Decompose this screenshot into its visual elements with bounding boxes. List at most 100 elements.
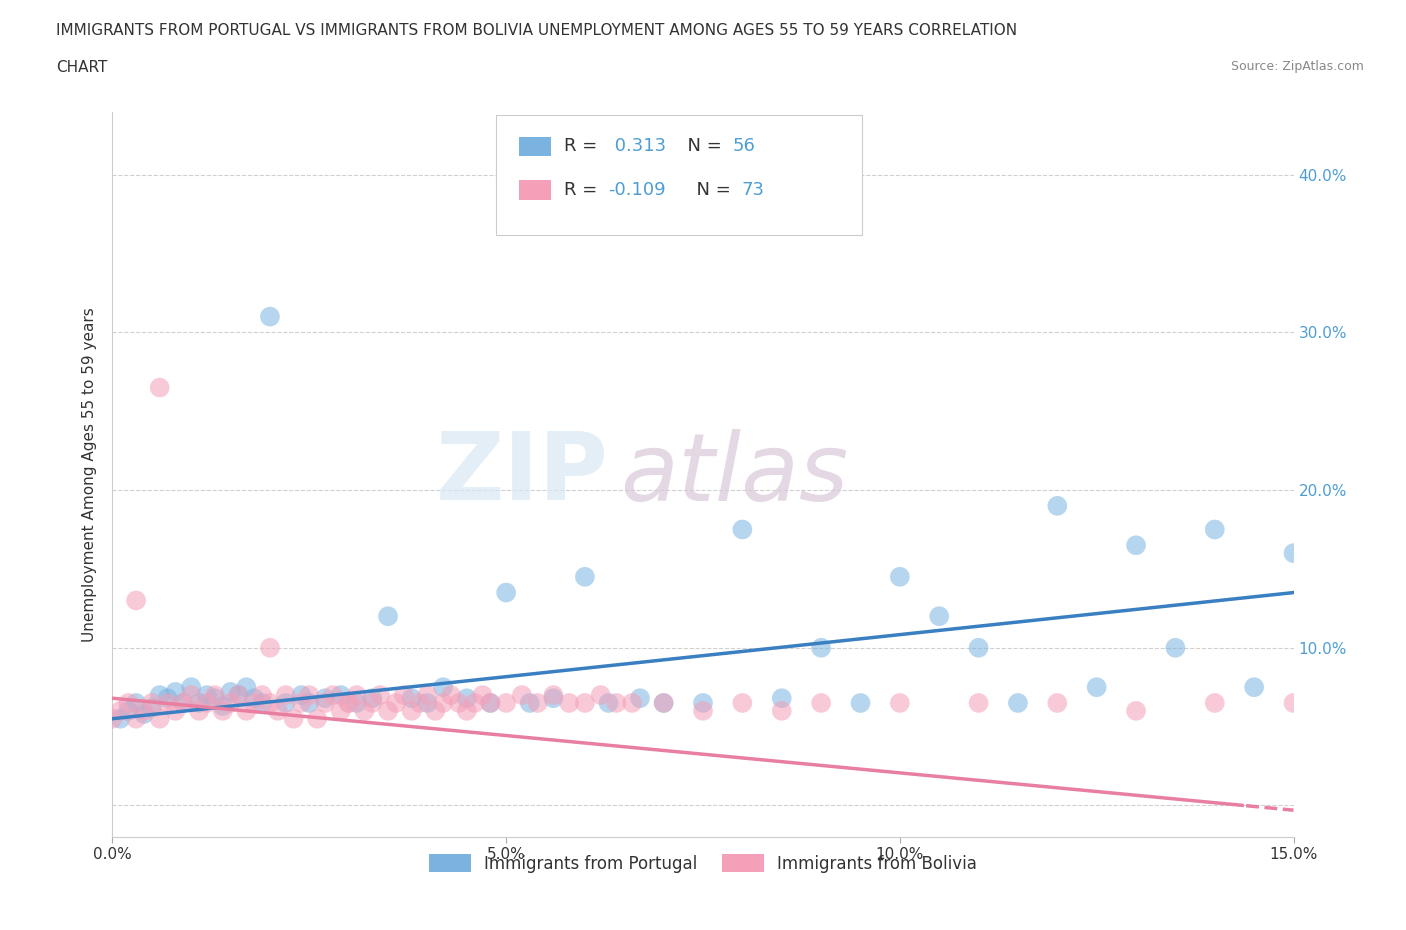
FancyBboxPatch shape — [496, 115, 862, 235]
Point — [519, 696, 541, 711]
Point — [605, 696, 627, 711]
Point — [165, 703, 187, 718]
Point — [471, 687, 494, 702]
Point — [298, 696, 321, 711]
Point — [1164, 641, 1187, 656]
Point — [770, 703, 793, 718]
Text: CHART: CHART — [56, 60, 108, 75]
Point — [810, 641, 832, 656]
Point — [692, 703, 714, 718]
Point — [250, 696, 273, 711]
Point — [385, 696, 408, 711]
Point — [307, 711, 329, 726]
Point — [849, 696, 872, 711]
Point — [243, 691, 266, 706]
Point — [479, 696, 502, 711]
Point — [479, 696, 502, 711]
Point — [329, 703, 352, 718]
Point — [259, 309, 281, 324]
Point — [125, 696, 148, 711]
Point — [1282, 696, 1305, 711]
Point — [495, 585, 517, 600]
Point — [235, 680, 257, 695]
Y-axis label: Unemployment Among Ages 55 to 59 years: Unemployment Among Ages 55 to 59 years — [82, 307, 97, 642]
Point — [172, 696, 194, 711]
Point — [408, 696, 430, 711]
Point — [416, 687, 439, 702]
Text: Source: ZipAtlas.com: Source: ZipAtlas.com — [1230, 60, 1364, 73]
Point — [432, 680, 454, 695]
Point — [188, 703, 211, 718]
Point — [928, 609, 950, 624]
Point — [329, 687, 352, 702]
Point — [1125, 538, 1147, 552]
Point — [401, 691, 423, 706]
Point — [259, 696, 281, 711]
Point — [425, 703, 447, 718]
Point — [361, 696, 384, 711]
Point — [125, 711, 148, 726]
Point — [337, 696, 360, 711]
Point — [125, 593, 148, 608]
Point — [1125, 703, 1147, 718]
Point — [235, 703, 257, 718]
Text: 0.313: 0.313 — [609, 138, 665, 155]
Point — [195, 687, 218, 702]
Point — [598, 696, 620, 711]
Point — [392, 687, 415, 702]
Point — [141, 696, 163, 711]
Point — [132, 707, 155, 722]
Point — [464, 696, 486, 711]
Point — [543, 691, 565, 706]
Point — [180, 687, 202, 702]
Text: N =: N = — [685, 181, 737, 199]
Point — [165, 684, 187, 699]
Text: R =: R = — [564, 181, 603, 199]
Point — [110, 703, 132, 718]
Legend: Immigrants from Portugal, Immigrants from Bolivia: Immigrants from Portugal, Immigrants fro… — [422, 847, 984, 880]
Text: -0.109: -0.109 — [609, 181, 666, 199]
Point — [692, 696, 714, 711]
Point — [211, 698, 233, 713]
Point — [652, 696, 675, 711]
Point — [337, 696, 360, 711]
Point — [314, 696, 336, 711]
Point — [353, 703, 375, 718]
Text: N =: N = — [676, 138, 727, 155]
Point — [589, 687, 612, 702]
Point — [283, 711, 305, 726]
Point — [274, 687, 297, 702]
Point — [889, 569, 911, 584]
Point — [368, 687, 391, 702]
Point — [731, 696, 754, 711]
Point — [204, 691, 226, 706]
Point — [204, 687, 226, 702]
Point — [141, 700, 163, 715]
Point — [117, 696, 139, 711]
Point — [1204, 522, 1226, 537]
Point — [228, 687, 250, 702]
Point — [731, 522, 754, 537]
Point — [132, 703, 155, 718]
Point — [290, 687, 312, 702]
Point — [219, 696, 242, 711]
Point — [447, 696, 470, 711]
Point — [574, 696, 596, 711]
Point — [346, 696, 368, 711]
Point — [510, 687, 533, 702]
Text: IMMIGRANTS FROM PORTUGAL VS IMMIGRANTS FROM BOLIVIA UNEMPLOYMENT AMONG AGES 55 T: IMMIGRANTS FROM PORTUGAL VS IMMIGRANTS F… — [56, 23, 1018, 38]
Point — [211, 703, 233, 718]
Point — [456, 703, 478, 718]
Text: ZIP: ZIP — [436, 429, 609, 520]
Point — [195, 696, 218, 711]
Point — [149, 687, 172, 702]
Point — [228, 687, 250, 702]
Point — [432, 696, 454, 711]
FancyBboxPatch shape — [519, 180, 551, 200]
Point — [156, 691, 179, 706]
Point — [558, 696, 581, 711]
Text: atlas: atlas — [620, 429, 849, 520]
Point — [810, 696, 832, 711]
FancyBboxPatch shape — [519, 137, 551, 156]
Point — [401, 703, 423, 718]
